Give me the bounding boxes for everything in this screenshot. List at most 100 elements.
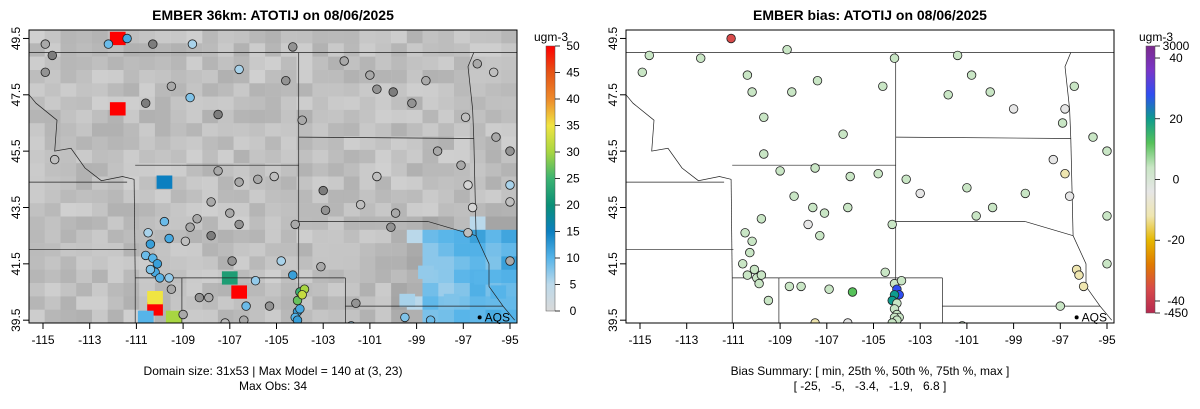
grid-cell [359,149,376,164]
grid-cell [485,149,502,164]
grid-cell [123,189,140,204]
grid-cell [123,123,140,137]
grid-cell [265,189,282,204]
grid-cell [343,256,360,270]
grid-cell [343,189,360,204]
grid-cell [391,70,408,84]
grid-cell [76,149,93,164]
grid-cell [107,283,124,297]
grid-cell [485,96,502,111]
grid-cell [485,296,502,310]
grid-cell [44,176,61,191]
grid-cell [328,216,345,231]
grid-cell [438,70,455,84]
grid-cell [280,229,297,244]
grid-cell [107,149,124,164]
grid-cell [170,123,187,137]
obs-point [164,273,174,283]
grid-cell [312,56,329,71]
grid-cell [328,189,345,204]
grid-cell [328,176,345,191]
grid-cell [406,229,423,244]
colorbar-tick-label: 10 [566,251,580,265]
grid-cell [170,70,187,84]
grid-cell [359,83,376,97]
grid-cell [107,189,124,204]
grid-cell [76,176,93,191]
grid-cell [202,243,219,257]
grid-cell [217,123,234,137]
obs-point [178,309,188,320]
grid-cell [139,189,156,204]
obs-point [47,50,58,61]
grid-cell [92,30,108,44]
grid-cell [170,163,187,177]
obs-point [234,219,244,230]
x-tick-label: -109 [768,333,792,347]
grid-cell [469,283,486,297]
grid-cell [139,136,156,151]
grid-cell [485,83,502,97]
obs-point [472,59,483,69]
bias-point [749,264,760,275]
grid-cell [343,309,360,323]
colorbar-tick-label: 40 [1169,51,1183,65]
obs-point [213,166,223,176]
grid-cell [44,296,61,310]
state-border [1025,221,1074,237]
grid-cell [186,136,203,151]
grid-cell [343,43,360,57]
bias-point [843,318,853,323]
grid-cell [328,109,345,124]
grid-cell [154,189,171,204]
grid-cell [406,30,423,44]
grid-cell [328,149,345,164]
grid-cell [501,229,517,244]
state-border [1099,305,1112,321]
left-plot-frame [28,29,518,324]
grid-cell [391,256,408,270]
grid-cell [501,163,517,177]
grid-cell [233,243,250,257]
grid-cell [249,123,266,137]
grid-cell [76,83,93,97]
obs-point [318,185,328,196]
grid-cell [280,83,297,97]
x-tick-label: -97 [455,333,473,347]
grid-cell [328,269,345,284]
grid-cell [469,229,486,244]
grid-cell [485,43,502,57]
state-border [1072,235,1101,307]
grid-cell [501,269,517,284]
bias-point [726,33,736,44]
grid-cell [469,189,486,204]
grid-cell [312,83,329,97]
grid-cell [454,269,470,284]
bias-point [987,202,998,213]
grid-cell [469,30,486,44]
grid-cell [485,189,502,204]
grid-cell [406,56,423,71]
grid-cell [29,176,45,191]
grid-cell [60,30,77,44]
grid-cell [107,83,124,97]
grid-cell [375,70,392,84]
grid-cell [280,203,297,217]
grid-cell [296,30,313,44]
grid-cell [485,203,502,217]
grid-cell [438,163,455,177]
grid-cell [265,149,282,164]
state-border [730,179,733,278]
grid-cell [217,96,234,111]
grid-cell [485,243,502,257]
grid-cell [44,189,61,204]
grid-cell [92,56,108,71]
grid-cell [469,309,486,323]
grid-cell [454,216,470,231]
grid-cell [359,269,376,284]
grid-cell [186,256,203,270]
grid-cell [123,136,140,151]
obs-point [489,67,499,78]
grid-cell [202,56,219,71]
grid-cell [406,163,423,177]
